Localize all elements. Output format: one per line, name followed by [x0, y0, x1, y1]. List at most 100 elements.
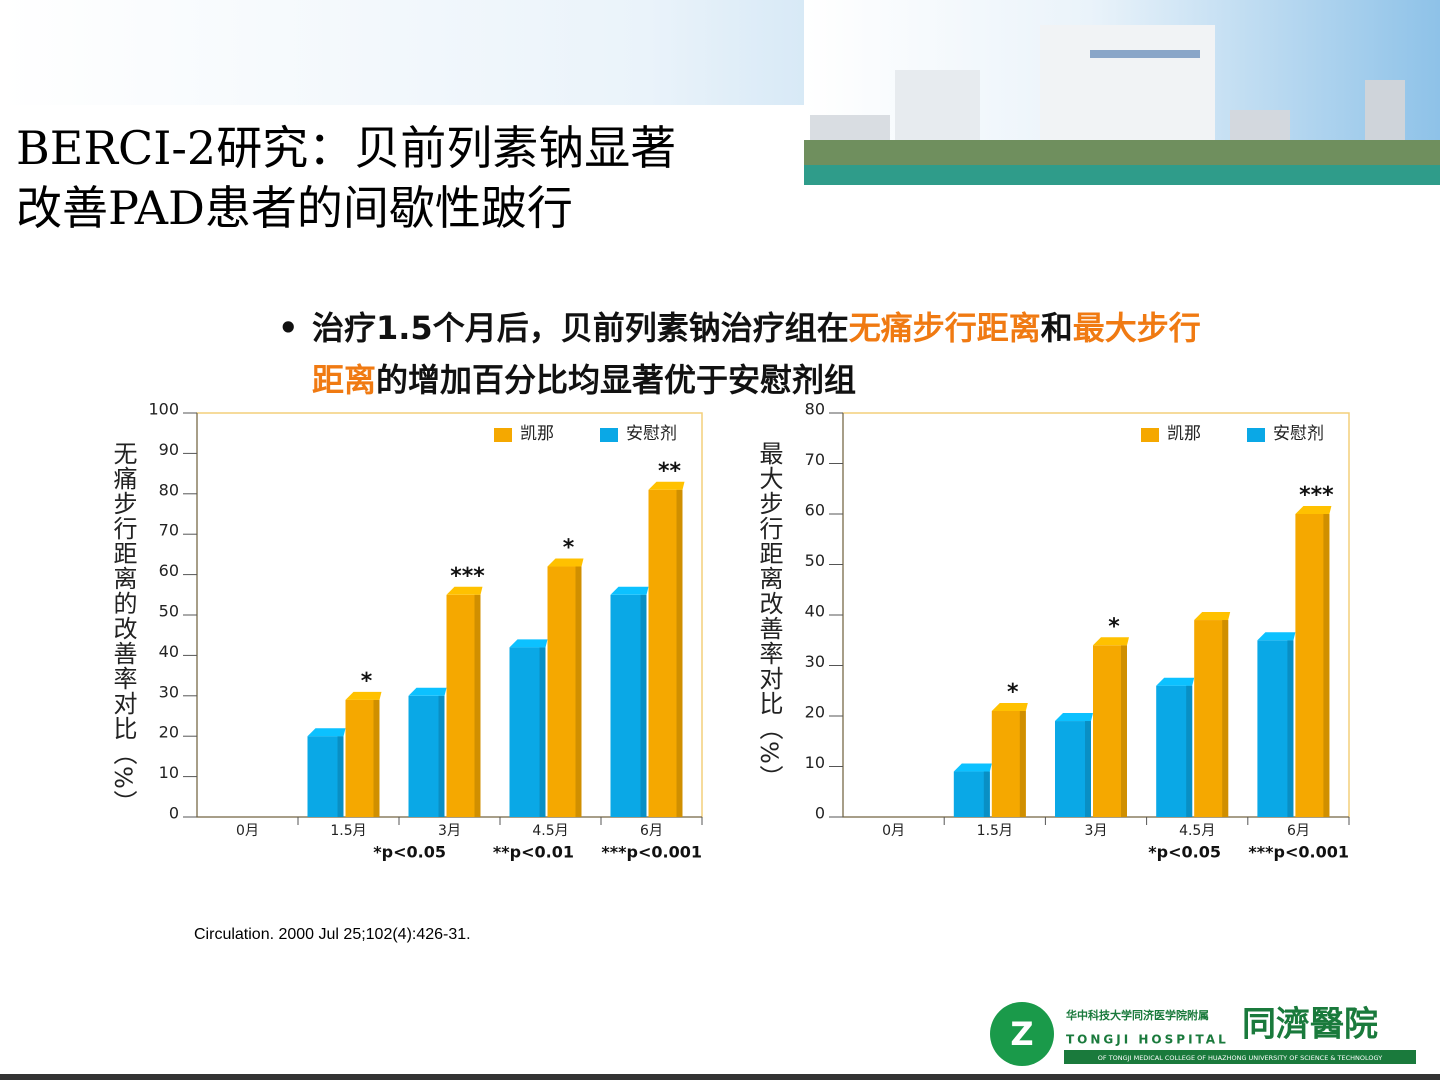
y-tick-label: 40 — [805, 602, 825, 621]
x-tick-label: 0月 — [236, 823, 259, 839]
bar-side — [983, 771, 990, 817]
bullet-segment: 的增加百分比均显著优于安慰剂组 — [376, 361, 857, 399]
bar-top — [1295, 506, 1332, 514]
y-tick-label: 0 — [815, 804, 825, 823]
bar-top — [1257, 632, 1296, 641]
significance: *** — [450, 564, 485, 589]
x-tick-label: 4.5月 — [532, 823, 568, 839]
bar-side — [1222, 620, 1229, 817]
significance: *** — [1299, 483, 1334, 508]
bar-top — [446, 586, 483, 595]
y-tick-label: 70 — [159, 521, 179, 540]
x-tick-label: 0月 — [882, 823, 905, 839]
y-tick-label: 0 — [169, 804, 179, 823]
significance: ** — [658, 459, 682, 484]
bar-side — [1287, 640, 1294, 817]
header-white — [0, 105, 804, 185]
y-tick-label: 100 — [148, 400, 179, 419]
y-tick-label: 40 — [159, 642, 179, 661]
significance: * — [563, 536, 575, 561]
y-tick-label: 60 — [159, 561, 179, 580]
bar-top — [509, 639, 548, 648]
bar-top — [307, 728, 346, 737]
bar-top — [953, 763, 992, 772]
footnote: **p<0.01 — [493, 843, 574, 862]
significance: * — [361, 669, 373, 694]
footnote: ***p<0.001 — [601, 843, 702, 862]
title-line: BERCI-2研究：贝前列素钠显著 — [16, 121, 677, 175]
bar-top — [408, 687, 447, 696]
bar-top — [345, 691, 382, 700]
bar-side — [373, 699, 380, 817]
logo: Z 华中科技大学同济医学院附属 TONGJI HOSPITAL 同濟醫院 OF … — [990, 1002, 1416, 1066]
x-tick-label: 4.5月 — [1179, 823, 1215, 839]
significance: * — [1007, 680, 1019, 705]
title-line: 改善PAD患者的间歇性跛行 — [16, 181, 573, 235]
y-tick-label: 50 — [159, 602, 179, 621]
bar-side — [539, 647, 546, 817]
header-band — [804, 165, 1440, 185]
bar-side — [1019, 710, 1026, 817]
x-tick-label: 1.5月 — [977, 823, 1013, 839]
x-tick-label: 3月 — [438, 823, 461, 839]
bar-side — [337, 736, 344, 817]
y-tick-label: 20 — [805, 703, 825, 722]
bar-side — [438, 695, 445, 817]
bullet-segment: 无痛步行距离 — [848, 309, 1041, 347]
slide-title: BERCI-2研究：贝前列素钠显著 改善PAD患者的间歇性跛行 — [16, 118, 676, 238]
logo-line1: 华中科技大学同济医学院附属 — [1066, 1008, 1209, 1022]
footnote: *p<0.05 — [373, 843, 446, 862]
x-tick-label: 3月 — [1085, 823, 1108, 839]
bar-top — [1093, 637, 1129, 646]
bullet-segment: 和 — [1040, 309, 1073, 347]
bullet-text: 治疗1.5个月后，贝前列素钠治疗组在无痛步行距离和最大步行距离的增加百分比均显著… — [312, 302, 1208, 406]
y-tick-label: 50 — [805, 551, 825, 570]
logo-line2: TONGJI HOSPITAL — [1066, 1033, 1229, 1047]
footnote: ***p<0.001 — [1248, 843, 1349, 862]
y-tick-label: 10 — [159, 763, 179, 782]
logo-name: 同濟醫院 — [1242, 1005, 1378, 1045]
bar-side — [676, 489, 683, 817]
legend-label: 凯那 — [520, 424, 554, 444]
legend-label: 安慰剂 — [626, 424, 677, 444]
y-tick-label: 10 — [805, 753, 825, 772]
legend-label: 安慰剂 — [1273, 424, 1324, 444]
bar-side — [640, 594, 647, 817]
bar-top — [1194, 612, 1231, 621]
legend-swatch — [494, 428, 512, 442]
y-tick-label: 80 — [805, 400, 825, 419]
legend-swatch — [1141, 428, 1159, 442]
y-tick-label: 30 — [159, 682, 179, 701]
bar-top — [610, 586, 649, 595]
significance: * — [1108, 614, 1120, 639]
bar-side — [474, 594, 481, 817]
footer-line — [0, 1074, 1440, 1080]
x-tick-label: 6月 — [1287, 823, 1310, 839]
bar-side — [1186, 685, 1193, 817]
x-tick-label: 1.5月 — [330, 823, 366, 839]
bar-side — [1323, 514, 1330, 817]
y-tick-label: 90 — [159, 440, 179, 459]
logo-line3: OF TONGJI MEDICAL COLLEGE OF HUAZHONG UN… — [1098, 1054, 1382, 1062]
y-tick-label: 60 — [805, 501, 825, 520]
footnote: *p<0.05 — [1148, 843, 1221, 862]
y-tick-label: 80 — [159, 480, 179, 499]
bar-top — [1055, 713, 1093, 722]
bar-side — [575, 566, 582, 817]
y-axis-label: 最大步行距离改善率对比（%） — [755, 441, 783, 790]
bar-side — [1085, 721, 1091, 817]
x-tick-label: 6月 — [640, 823, 663, 839]
y-axis-label: 无痛步行距离的改善率对比（%） — [109, 441, 137, 815]
y-tick-label: 20 — [159, 723, 179, 742]
bar-top — [991, 702, 1028, 711]
svg-text:Z: Z — [1010, 1015, 1033, 1053]
bar-top — [1156, 677, 1195, 686]
buildings — [804, 25, 1440, 165]
bullet-dot: • — [278, 309, 299, 347]
legend-label: 凯那 — [1167, 424, 1201, 444]
y-tick-label: 70 — [805, 450, 825, 469]
bar-side — [1121, 645, 1127, 817]
